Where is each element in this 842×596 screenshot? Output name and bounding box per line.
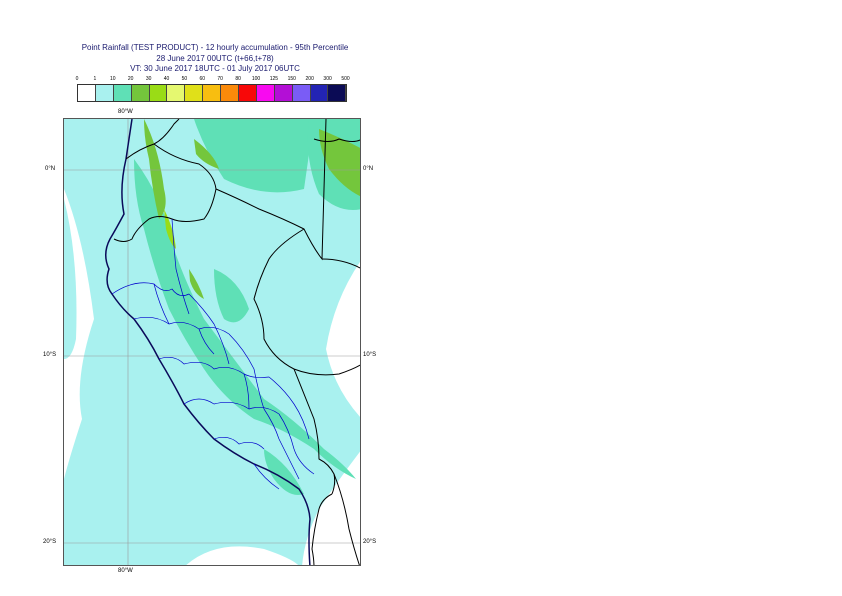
dry-area-east xyxy=(326,261,360,417)
rain-20-40 xyxy=(144,119,360,299)
title-line-3: VT: 30 June 2017 18UTC - 01 July 2017 06… xyxy=(130,64,300,73)
legend-swatch xyxy=(185,85,204,101)
legend-label: 500 xyxy=(341,76,350,82)
legend-label: 10 xyxy=(110,76,116,82)
rain-10-20 xyxy=(64,119,360,495)
legend-label: 0 xyxy=(75,76,79,82)
dry-area-far-south xyxy=(186,546,299,565)
legend-swatch xyxy=(78,85,96,101)
title-line-1: Point Rainfall (TEST PRODUCT) - 12 hourl… xyxy=(81,43,349,52)
map-canvas xyxy=(64,119,360,565)
legend-label: 80 xyxy=(235,76,241,82)
dry-area-southeast xyxy=(302,451,360,565)
coastline xyxy=(105,119,311,565)
legend-label: 50 xyxy=(181,76,188,82)
legend-swatch xyxy=(239,85,257,101)
lat-label-right-0: 0°N xyxy=(363,166,374,172)
legend-swatch xyxy=(292,85,311,101)
legend-swatch xyxy=(256,85,275,101)
legend-swatch xyxy=(221,85,240,101)
legend-label: 40 xyxy=(163,76,170,82)
legend-swatch xyxy=(310,85,329,101)
legend-label: 1 xyxy=(93,76,97,82)
legend-label: 70 xyxy=(217,76,223,82)
legend-swatch xyxy=(95,85,114,101)
dry-ocean-areas xyxy=(64,119,360,565)
legend-label: 30 xyxy=(145,76,152,82)
legend-swatch xyxy=(328,85,347,101)
legend-label: 200 xyxy=(305,76,314,82)
lat-label-left-10: 10°S xyxy=(43,352,57,358)
lon-label-bottom: 80°W xyxy=(118,568,133,574)
lat-label-left-20: 20°S xyxy=(43,539,57,545)
title-line-2: 28 June 2017 00UTC (t+66,t+78) xyxy=(156,54,274,63)
legend-swatch xyxy=(113,85,132,101)
region-borders xyxy=(111,218,315,490)
lat-label-right-10: 10°S xyxy=(363,352,377,358)
legend-label: 100 xyxy=(251,76,261,82)
legend-swatch xyxy=(131,85,150,101)
lon-label-top: 80°W xyxy=(118,109,133,115)
legend-swatch xyxy=(274,85,293,101)
lat-label-right-20: 20°S xyxy=(363,539,377,545)
legend-label: 150 xyxy=(287,76,296,82)
rainfall-colorbar xyxy=(77,84,348,102)
legend-label: 300 xyxy=(323,76,332,82)
legend-swatch xyxy=(149,85,168,101)
legend-label: 60 xyxy=(199,76,206,82)
legend-labels: 0 1 10 20 30 40 50 60 70 80 100 125 150 200 300 500 xyxy=(70,76,360,84)
dry-area-west xyxy=(64,119,94,479)
country-borders xyxy=(113,119,360,565)
lat-label-left-0: 0°N xyxy=(45,166,56,172)
legend-label: 125 xyxy=(269,76,279,82)
rainfall-map xyxy=(63,118,361,566)
legend-label: 20 xyxy=(127,76,134,82)
legend-swatch xyxy=(167,85,186,101)
legend-swatch xyxy=(203,85,222,101)
